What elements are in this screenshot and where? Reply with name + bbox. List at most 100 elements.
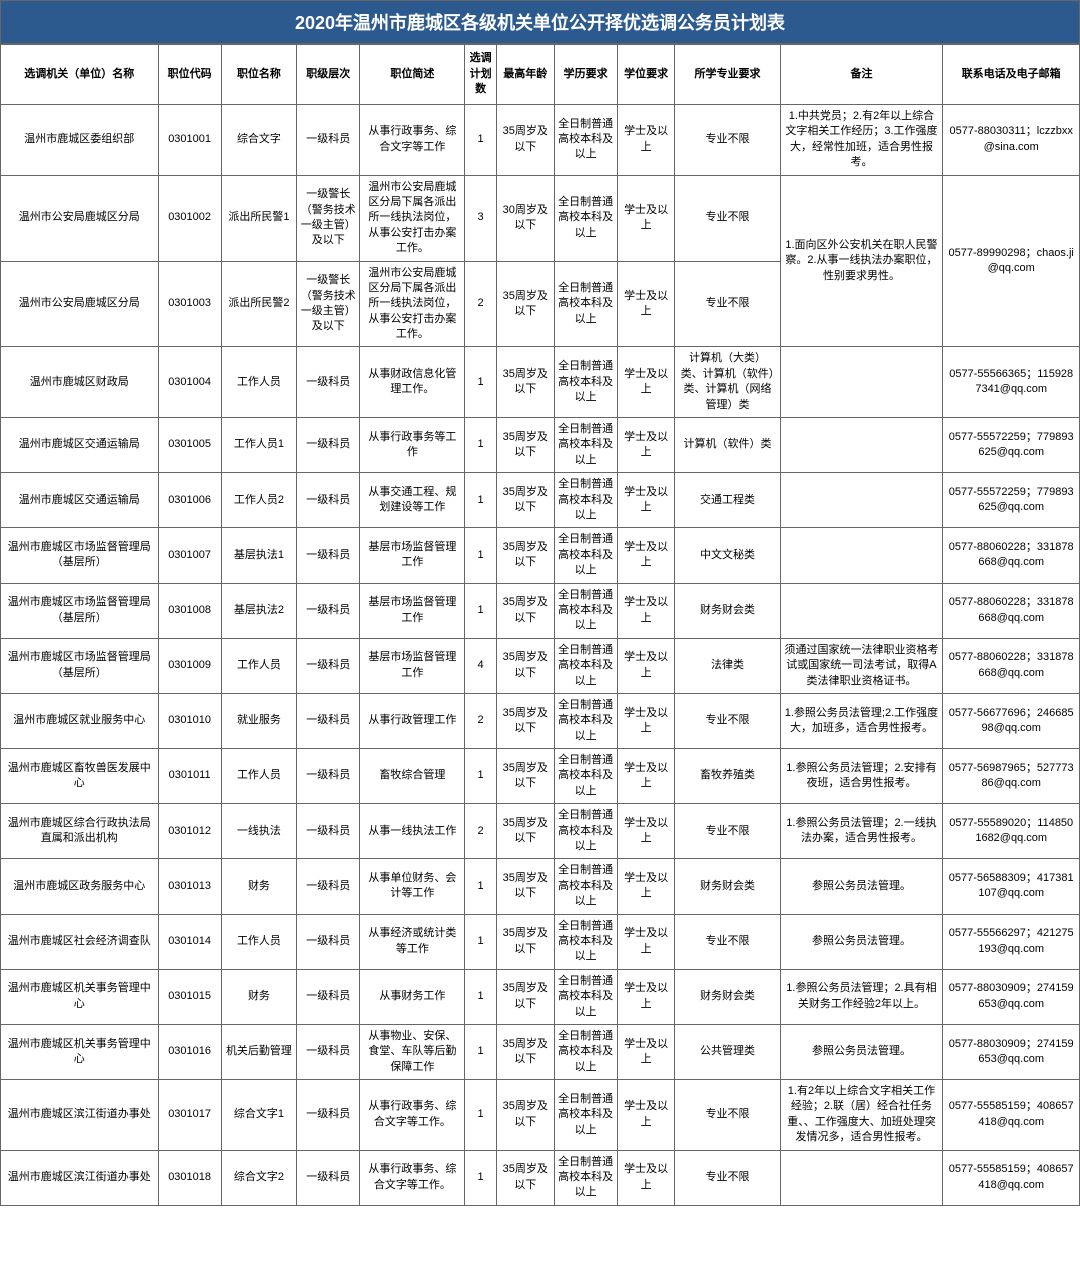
cell-desc: 从事经济或统计类等工作 xyxy=(360,914,465,969)
cell-age: 35周岁及以下 xyxy=(496,528,554,583)
table-body: 温州市鹿城区委组织部0301001综合文字一级科员从事行政事务、综合文字等工作1… xyxy=(1,105,1080,1206)
cell-unit: 温州市鹿城区滨江街道办事处 xyxy=(1,1080,159,1151)
cell-note: 参照公务员法管理。 xyxy=(780,914,943,969)
cell-desc: 从事单位财务、会计等工作 xyxy=(360,859,465,914)
cell-degree: 学士及以上 xyxy=(617,969,675,1024)
cell-major: 专业不限 xyxy=(675,1150,780,1205)
cell-major: 法律类 xyxy=(675,638,780,693)
cell-level: 一级科员 xyxy=(297,418,360,473)
cell-age: 30周岁及以下 xyxy=(496,175,554,261)
cell-major: 公共管理类 xyxy=(675,1024,780,1079)
cell-position: 一线执法 xyxy=(221,804,297,859)
cell-age: 35周岁及以下 xyxy=(496,804,554,859)
cell-desc: 从事行政事务、综合文字等工作。 xyxy=(360,1080,465,1151)
cell-contact: 0577-89990298；chaos.ji@qq.com xyxy=(943,175,1080,347)
cell-position: 综合文字2 xyxy=(221,1150,297,1205)
cell-plan: 1 xyxy=(465,418,497,473)
cell-code: 0301012 xyxy=(158,804,221,859)
cell-age: 35周岁及以下 xyxy=(496,1080,554,1151)
cell-major: 专业不限 xyxy=(675,914,780,969)
cell-plan: 2 xyxy=(465,804,497,859)
cell-contact: 0577-56987965；52777386@qq.com xyxy=(943,749,1080,804)
cell-major: 计算机（大类）类、计算机（软件）类、计算机（网络管理）类 xyxy=(675,347,780,418)
cell-major: 中文文秘类 xyxy=(675,528,780,583)
cell-contact: 0577-55585159；408657418@qq.com xyxy=(943,1150,1080,1205)
cell-unit: 温州市鹿城区机关事务管理中心 xyxy=(1,1024,159,1079)
cell-edu: 全日制普通高校本科及以上 xyxy=(554,261,617,347)
cell-edu: 全日制普通高校本科及以上 xyxy=(554,969,617,1024)
cell-unit: 温州市鹿城区综合行政执法局直属和派出机构 xyxy=(1,804,159,859)
cell-position: 财务 xyxy=(221,969,297,1024)
cell-unit: 温州市鹿城区市场监督管理局（基层所） xyxy=(1,583,159,638)
cell-major: 交通工程类 xyxy=(675,473,780,528)
cell-position: 工作人员 xyxy=(221,749,297,804)
cell-desc: 从事行政事务、综合文字等工作 xyxy=(360,105,465,176)
table-row: 温州市鹿城区综合行政执法局直属和派出机构0301012一线执法一级科员从事一线执… xyxy=(1,804,1080,859)
cell-major: 专业不限 xyxy=(675,261,780,347)
cell-level: 一级科员 xyxy=(297,693,360,748)
header-row: 选调机关（单位）名称 职位代码 职位名称 职级层次 职位简述 选调计划数 最高年… xyxy=(1,45,1080,105)
cell-level: 一级科员 xyxy=(297,473,360,528)
h-major: 所学专业要求 xyxy=(675,45,780,105)
cell-major: 畜牧养殖类 xyxy=(675,749,780,804)
cell-degree: 学士及以上 xyxy=(617,1024,675,1079)
cell-plan: 3 xyxy=(465,175,497,261)
cell-edu: 全日制普通高校本科及以上 xyxy=(554,1150,617,1205)
table-row: 温州市鹿城区交通运输局0301006工作人员2一级科员从事交通工程、规划建设等工… xyxy=(1,473,1080,528)
cell-plan: 1 xyxy=(465,859,497,914)
table-row: 温州市公安局鹿城区分局0301002派出所民警1一级警长（警务技术一级主管）及以… xyxy=(1,175,1080,261)
h-desc: 职位简述 xyxy=(360,45,465,105)
cell-unit: 温州市鹿城区交通运输局 xyxy=(1,418,159,473)
cell-edu: 全日制普通高校本科及以上 xyxy=(554,347,617,418)
cell-code: 0301005 xyxy=(158,418,221,473)
cell-degree: 学士及以上 xyxy=(617,859,675,914)
cell-age: 35周岁及以下 xyxy=(496,914,554,969)
cell-unit: 温州市鹿城区委组织部 xyxy=(1,105,159,176)
cell-unit: 温州市鹿城区财政局 xyxy=(1,347,159,418)
cell-major: 专业不限 xyxy=(675,105,780,176)
cell-code: 0301003 xyxy=(158,261,221,347)
cell-major: 专业不限 xyxy=(675,1080,780,1151)
cell-note xyxy=(780,528,943,583)
cell-age: 35周岁及以下 xyxy=(496,347,554,418)
table-row: 温州市鹿城区市场监督管理局（基层所）0301007基层执法1一级科员基层市场监督… xyxy=(1,528,1080,583)
cell-level: 一级科员 xyxy=(297,859,360,914)
h-unit: 选调机关（单位）名称 xyxy=(1,45,159,105)
cell-plan: 4 xyxy=(465,638,497,693)
cell-level: 一级科员 xyxy=(297,1150,360,1205)
cell-note: 1.参照公务员法管理；2.一线执法办案，适合男性报考。 xyxy=(780,804,943,859)
cell-code: 0301011 xyxy=(158,749,221,804)
cell-age: 35周岁及以下 xyxy=(496,693,554,748)
cell-contact: 0577-55585159；408657418@qq.com xyxy=(943,1080,1080,1151)
cell-age: 35周岁及以下 xyxy=(496,105,554,176)
cell-edu: 全日制普通高校本科及以上 xyxy=(554,583,617,638)
cell-plan: 1 xyxy=(465,969,497,1024)
cell-note: 须通过国家统一法律职业资格考试或国家统一司法考试，取得A类法律职业资格证书。 xyxy=(780,638,943,693)
table-row: 温州市鹿城区财政局0301004工作人员一级科员从事财政信息化管理工作。135周… xyxy=(1,347,1080,418)
cell-position: 工作人员2 xyxy=(221,473,297,528)
cell-position: 工作人员1 xyxy=(221,418,297,473)
h-note: 备注 xyxy=(780,45,943,105)
cell-level: 一级科员 xyxy=(297,638,360,693)
cell-plan: 1 xyxy=(465,583,497,638)
cell-level: 一级科员 xyxy=(297,749,360,804)
cell-degree: 学士及以上 xyxy=(617,528,675,583)
cell-plan: 1 xyxy=(465,473,497,528)
cell-degree: 学士及以上 xyxy=(617,583,675,638)
cell-desc: 从事行政管理工作 xyxy=(360,693,465,748)
cell-code: 0301002 xyxy=(158,175,221,261)
cell-contact: 0577-88030909；274159653@qq.com xyxy=(943,1024,1080,1079)
cell-plan: 1 xyxy=(465,914,497,969)
cell-note xyxy=(780,418,943,473)
table-row: 温州市鹿城区滨江街道办事处0301017综合文字1一级科员从事行政事务、综合文字… xyxy=(1,1080,1080,1151)
cell-unit: 温州市公安局鹿城区分局 xyxy=(1,261,159,347)
cell-code: 0301010 xyxy=(158,693,221,748)
cell-edu: 全日制普通高校本科及以上 xyxy=(554,105,617,176)
cell-plan: 1 xyxy=(465,528,497,583)
cell-contact: 0577-55566365；1159287341@qq.com xyxy=(943,347,1080,418)
h-degree: 学位要求 xyxy=(617,45,675,105)
cell-major: 专业不限 xyxy=(675,175,780,261)
cell-note: 1.中共党员；2.有2年以上综合文字相关工作经历；3.工作强度大，经常性加班，适… xyxy=(780,105,943,176)
cell-edu: 全日制普通高校本科及以上 xyxy=(554,859,617,914)
cell-code: 0301018 xyxy=(158,1150,221,1205)
